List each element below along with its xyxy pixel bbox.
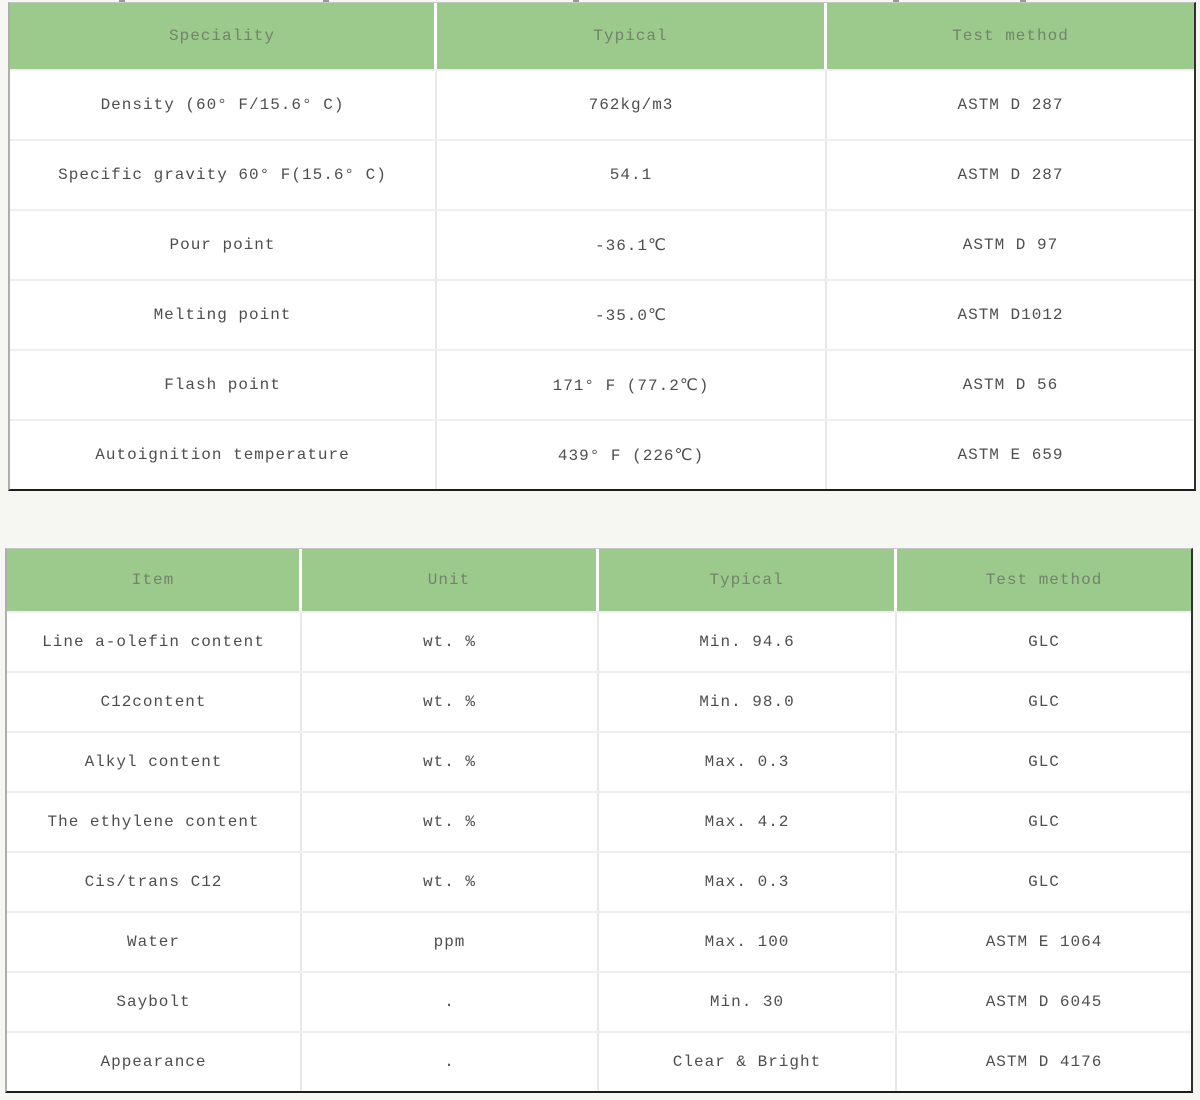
column-header-test-method: Test method — [952, 27, 1069, 45]
column-header-typical: Typical — [599, 549, 897, 611]
cell-test-method: GLC — [1028, 813, 1060, 831]
cropped-text-artifact — [323, 0, 329, 3]
cell-test-method: ASTM D 287 — [957, 96, 1064, 114]
table-row: Appearance . Clear & Bright ASTM D 4176 — [7, 1031, 1191, 1091]
table-row: Specific gravity 60° F(15.6° C) 54.1 AST… — [10, 139, 1194, 209]
item-table-header-row: Item Unit Typical Test method — [7, 549, 1191, 611]
item-table: Item Unit Typical Test method Line a-ole… — [5, 548, 1193, 1093]
table-row: Alkyl content wt. % Max. 0.3 GLC — [7, 731, 1191, 791]
cell-typical: 762kg/m3 — [437, 71, 827, 139]
cell-item: Saybolt — [7, 973, 302, 1031]
cell-test-method: GLC — [1028, 633, 1060, 651]
cropped-text-artifact — [893, 0, 899, 3]
cell-speciality: Melting point — [10, 281, 437, 349]
cell-test-method: GLC — [1028, 693, 1060, 711]
column-header-item: Item — [7, 549, 302, 611]
column-header-test-method: Test method — [985, 571, 1103, 589]
table-row: C12content wt. % Min. 98.0 GLC — [7, 671, 1191, 731]
cell-test-method: GLC — [1028, 873, 1060, 891]
cropped-text-artifact — [1020, 0, 1026, 3]
cell-test-method: ASTM E 659 — [957, 446, 1064, 464]
cell-typical: Clear & Bright — [599, 1033, 897, 1091]
cell-unit: wt. % — [302, 793, 599, 851]
table-row: Melting point -35.0℃ ASTM D1012 — [10, 279, 1194, 349]
cell-typical: Max. 0.3 — [599, 853, 897, 911]
table-row: Pour point -36.1℃ ASTM D 97 — [10, 209, 1194, 279]
table-row: Flash point 171° F (77.2℃) ASTM D 56 — [10, 349, 1194, 419]
cell-item: Water — [7, 913, 302, 971]
cell-item: Cis/trans C12 — [7, 853, 302, 911]
cropped-text-artifact — [573, 0, 579, 3]
cell-speciality: Autoignition temperature — [10, 421, 437, 489]
table-row: Density (60° F/15.6° C) 762kg/m3 ASTM D … — [10, 69, 1194, 139]
cell-unit: wt. % — [302, 733, 599, 791]
cell-test-method: ASTM D 56 — [962, 376, 1059, 394]
cell-item: C12content — [7, 673, 302, 731]
cell-item: Line a-olefin content — [7, 613, 302, 671]
cell-item: The ethylene content — [7, 793, 302, 851]
speciality-table-header-row: Speciality Typical Test method — [10, 3, 1194, 69]
cell-typical: Min. 98.0 — [599, 673, 897, 731]
cell-typical: Min. 30 — [599, 973, 897, 1031]
cell-speciality: Flash point — [10, 351, 437, 419]
cell-unit: . — [302, 1033, 599, 1091]
cell-item: Appearance — [7, 1033, 302, 1091]
table-row: The ethylene content wt. % Max. 4.2 GLC — [7, 791, 1191, 851]
cell-unit: wt. % — [302, 613, 599, 671]
cell-test-method: ASTM D 97 — [962, 236, 1059, 254]
cropped-text-artifact — [119, 0, 125, 3]
speciality-table: Speciality Typical Test method Density (… — [8, 2, 1196, 491]
table-row: Autoignition temperature 439° F (226℃) A… — [10, 419, 1194, 489]
cell-typical: 171° F (77.2℃) — [437, 351, 827, 419]
cell-typical: 439° F (226℃) — [437, 421, 827, 489]
cell-test-method: ASTM D 287 — [957, 166, 1064, 184]
cell-typical: -36.1℃ — [437, 211, 827, 279]
cell-speciality: Specific gravity 60° F(15.6° C) — [10, 141, 437, 209]
cell-item: Alkyl content — [7, 733, 302, 791]
table-row: Cis/trans C12 wt. % Max. 0.3 GLC — [7, 851, 1191, 911]
cell-unit: wt. % — [302, 853, 599, 911]
cell-test-method: ASTM D 6045 — [985, 993, 1103, 1011]
cell-unit: wt. % — [302, 673, 599, 731]
cell-typical: Max. 100 — [599, 913, 897, 971]
cell-unit: ppm — [302, 913, 599, 971]
cell-unit: . — [302, 973, 599, 1031]
cell-test-method: ASTM D1012 — [957, 306, 1064, 324]
cell-test-method: ASTM E 1064 — [985, 933, 1103, 951]
cell-typical: Max. 4.2 — [599, 793, 897, 851]
cell-speciality: Density (60° F/15.6° C) — [10, 71, 437, 139]
cell-test-method: GLC — [1028, 753, 1060, 771]
column-header-typical: Typical — [437, 3, 827, 69]
cell-test-method: ASTM D 4176 — [985, 1053, 1103, 1071]
column-header-speciality: Speciality — [10, 3, 437, 69]
column-header-unit: Unit — [302, 549, 599, 611]
cell-typical: 54.1 — [437, 141, 827, 209]
cell-typical: -35.0℃ — [437, 281, 827, 349]
table-row: Line a-olefin content wt. % Min. 94.6 GL… — [7, 611, 1191, 671]
table-row: Saybolt . Min. 30 ASTM D 6045 — [7, 971, 1191, 1031]
cell-typical: Max. 0.3 — [599, 733, 897, 791]
table-row: Water ppm Max. 100 ASTM E 1064 — [7, 911, 1191, 971]
cell-typical: Min. 94.6 — [599, 613, 897, 671]
cell-speciality: Pour point — [10, 211, 437, 279]
